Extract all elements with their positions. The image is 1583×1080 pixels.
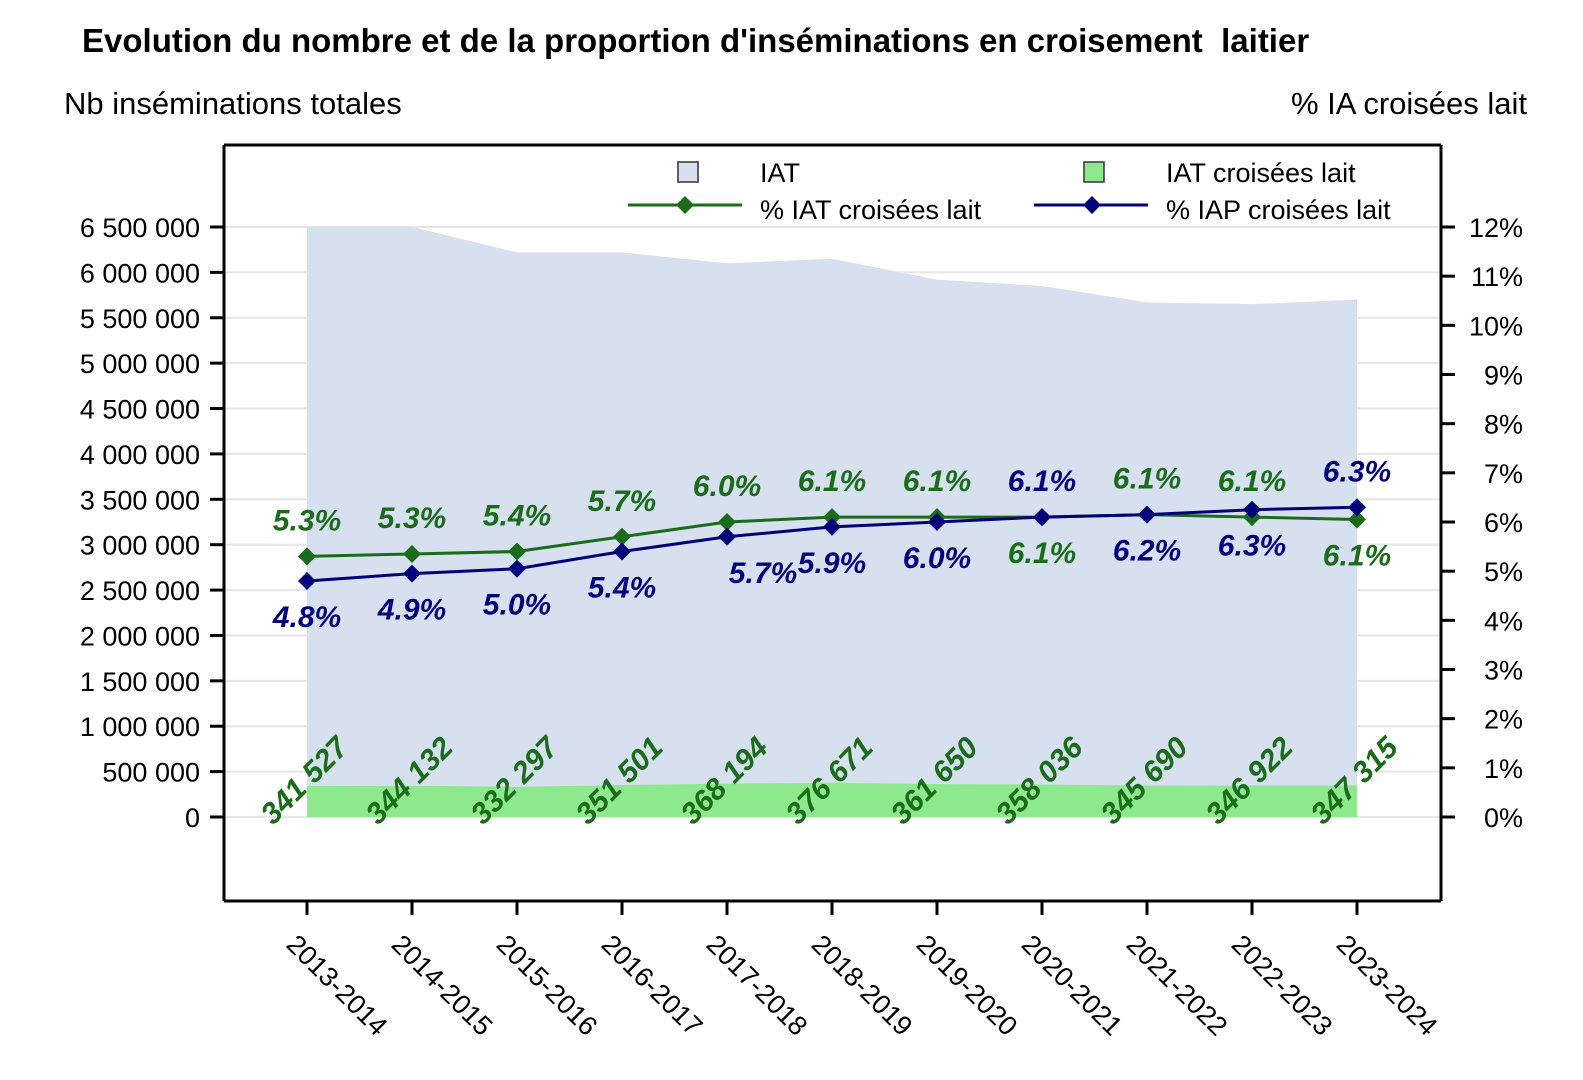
right-tick-label: 2% bbox=[1484, 705, 1523, 735]
left-tick-label: 3 500 000 bbox=[80, 485, 200, 515]
left-axis-title: Nb inséminations totales bbox=[64, 86, 402, 121]
left-tick-label: 4 000 000 bbox=[80, 440, 200, 470]
left-tick-label: 2 500 000 bbox=[80, 576, 200, 606]
legend-marker-iat-pct bbox=[676, 196, 694, 214]
left-tick-label: 2 000 000 bbox=[80, 621, 200, 651]
marker-point bbox=[718, 527, 736, 546]
label-iat-pct: 6.1% bbox=[798, 465, 866, 498]
x-tick-label: 2016-2017 bbox=[596, 929, 709, 1042]
x-tick-label: 2022-2023 bbox=[1226, 929, 1339, 1042]
label-iat-pct: 6.1% bbox=[903, 465, 971, 498]
marker-point bbox=[823, 517, 841, 536]
label-iap-pct: 6.3% bbox=[1323, 455, 1391, 488]
label-iap-pct: 5.7% bbox=[729, 557, 797, 590]
left-tick-label: 5 500 000 bbox=[80, 304, 200, 334]
label-iap-pct: 6.0% bbox=[903, 542, 971, 575]
left-tick-label: 6 000 000 bbox=[80, 258, 200, 288]
label-iap-pct: 5.9% bbox=[798, 547, 866, 580]
left-tick-label: 0 bbox=[185, 803, 200, 833]
marker-point bbox=[718, 513, 736, 531]
label-iat-pct: 5.4% bbox=[483, 500, 551, 533]
right-tick-label: 11% bbox=[1471, 262, 1523, 292]
label-iap-pct: 5.0% bbox=[483, 589, 551, 622]
label-iap-pct: 6.2% bbox=[1113, 535, 1181, 568]
label-iat-pct: 5.3% bbox=[273, 504, 341, 537]
marker-point bbox=[508, 542, 526, 561]
x-tick-label: 2019-2020 bbox=[911, 929, 1024, 1042]
marker-point bbox=[1348, 498, 1366, 517]
right-tick-label: 1% bbox=[1484, 754, 1523, 784]
legend-label-iat-croisees: IAT croisées lait bbox=[1166, 158, 1356, 188]
legend-swatch-iat bbox=[677, 161, 699, 183]
line-series bbox=[298, 498, 1366, 590]
area-iat-crois-es-lait bbox=[307, 782, 1357, 817]
x-tick-label: 2013-2014 bbox=[281, 929, 394, 1042]
label-iat-pct: 6.1% bbox=[1218, 465, 1286, 498]
x-tick-label: 2015-2016 bbox=[491, 929, 604, 1042]
legend-label-iap-pct: % IAP croisées lait bbox=[1166, 195, 1391, 225]
legend: IAT IAT croisées lait % IAT croisées lait%… bbox=[628, 158, 1391, 225]
marker-point bbox=[403, 564, 421, 583]
right-tick-label: 6% bbox=[1484, 508, 1523, 538]
right-axis-title: % IA croisées lait bbox=[1290, 86, 1527, 121]
label-iap-pct: 6.3% bbox=[1218, 530, 1286, 563]
label-iap-pct: 6.1% bbox=[1008, 465, 1076, 498]
right-tick-label: 7% bbox=[1484, 459, 1523, 489]
label-iat-pct: 6.1% bbox=[1113, 463, 1181, 496]
marker-point bbox=[1033, 508, 1051, 527]
right-tick-label: 3% bbox=[1484, 656, 1523, 686]
left-tick-label: 6 500 000 bbox=[80, 213, 200, 243]
marker-point bbox=[298, 572, 316, 590]
right-tick-label: 9% bbox=[1484, 361, 1523, 391]
marker-point bbox=[1348, 510, 1366, 529]
left-tick-label: 3 000 000 bbox=[80, 531, 200, 561]
left-tick-label: 4 500 000 bbox=[80, 395, 200, 425]
right-tick-label: 5% bbox=[1484, 557, 1523, 587]
label-iat-pct: 6.1% bbox=[1008, 537, 1076, 570]
marker-point bbox=[928, 513, 946, 531]
x-tick-label: 2020-2021 bbox=[1016, 929, 1129, 1042]
right-tick-label: 10% bbox=[1469, 311, 1523, 341]
x-tick-label: 2018-2019 bbox=[806, 929, 919, 1042]
label-iap-pct: 4.9% bbox=[377, 594, 446, 627]
chart-title: Evolution du nombre et de la proportion … bbox=[82, 22, 1310, 59]
marker-point bbox=[613, 542, 631, 561]
label-iat-pct: 6.1% bbox=[1323, 540, 1391, 573]
right-tick-label: 8% bbox=[1484, 410, 1523, 440]
right-tick-label: 0% bbox=[1484, 803, 1523, 833]
label-iat-pct: 5.7% bbox=[588, 485, 656, 518]
marker-point bbox=[1243, 500, 1261, 519]
legend-marker-iap-pct bbox=[1083, 196, 1101, 214]
left-tick-label: 1 000 000 bbox=[80, 712, 200, 742]
marker-point bbox=[403, 544, 421, 563]
left-tick-label: 5 000 000 bbox=[80, 349, 200, 379]
legend-label-iat: IAT bbox=[760, 158, 800, 188]
x-tick-label: 2017-2018 bbox=[701, 929, 814, 1042]
right-tick-label: 12% bbox=[1469, 213, 1523, 243]
left-tick-label: 1 500 000 bbox=[80, 667, 200, 697]
x-tick-label: 2014-2015 bbox=[386, 929, 499, 1042]
label-iap-pct: 4.8% bbox=[272, 601, 341, 634]
marker-point bbox=[613, 527, 631, 546]
x-tick-label: 2023-2024 bbox=[1331, 929, 1444, 1042]
label-iap-pct: 5.4% bbox=[588, 572, 656, 605]
marker-point bbox=[1138, 505, 1156, 524]
marker-point bbox=[298, 547, 316, 566]
marker-point bbox=[508, 559, 526, 578]
marker-point bbox=[823, 508, 841, 527]
legend-swatch-iat-croisees bbox=[1083, 161, 1105, 183]
label-iat-pct: 6.0% bbox=[693, 470, 761, 503]
label-iat-pct: 5.3% bbox=[378, 502, 446, 535]
left-tick-label: 500 000 bbox=[102, 758, 200, 788]
right-tick-label: 4% bbox=[1484, 606, 1523, 636]
x-tick-label: 2021-2022 bbox=[1121, 929, 1234, 1042]
legend-label-iat-pct: % IAT croisées lait bbox=[760, 195, 982, 225]
